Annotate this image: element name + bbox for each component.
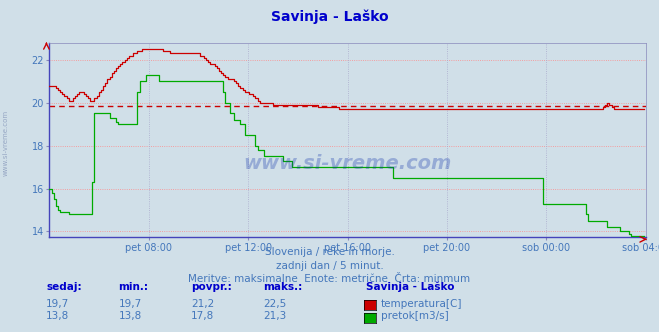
- Text: zadnji dan / 5 minut.: zadnji dan / 5 minut.: [275, 261, 384, 271]
- Text: min.:: min.:: [119, 283, 149, 292]
- Text: sedaj:: sedaj:: [46, 283, 82, 292]
- Text: 13,8: 13,8: [46, 311, 69, 321]
- Text: 17,8: 17,8: [191, 311, 214, 321]
- Text: Savinja - Laško: Savinja - Laško: [271, 10, 388, 25]
- Text: 21,3: 21,3: [264, 311, 287, 321]
- Text: 22,5: 22,5: [264, 299, 287, 309]
- Text: 13,8: 13,8: [119, 311, 142, 321]
- Text: Meritve: maksimalne  Enote: metrične  Črta: minmum: Meritve: maksimalne Enote: metrične Črta…: [188, 274, 471, 284]
- Text: 19,7: 19,7: [46, 299, 69, 309]
- Text: povpr.:: povpr.:: [191, 283, 232, 292]
- Text: pretok[m3/s]: pretok[m3/s]: [381, 311, 449, 321]
- Text: 21,2: 21,2: [191, 299, 214, 309]
- Text: www.si-vreme.com: www.si-vreme.com: [2, 110, 9, 176]
- Text: maks.:: maks.:: [264, 283, 303, 292]
- Text: Savinja - Laško: Savinja - Laško: [366, 282, 454, 292]
- Text: Slovenija / reke in morje.: Slovenija / reke in morje.: [264, 247, 395, 257]
- Text: www.si-vreme.com: www.si-vreme.com: [243, 154, 452, 173]
- Text: temperatura[C]: temperatura[C]: [381, 299, 463, 309]
- Text: 19,7: 19,7: [119, 299, 142, 309]
